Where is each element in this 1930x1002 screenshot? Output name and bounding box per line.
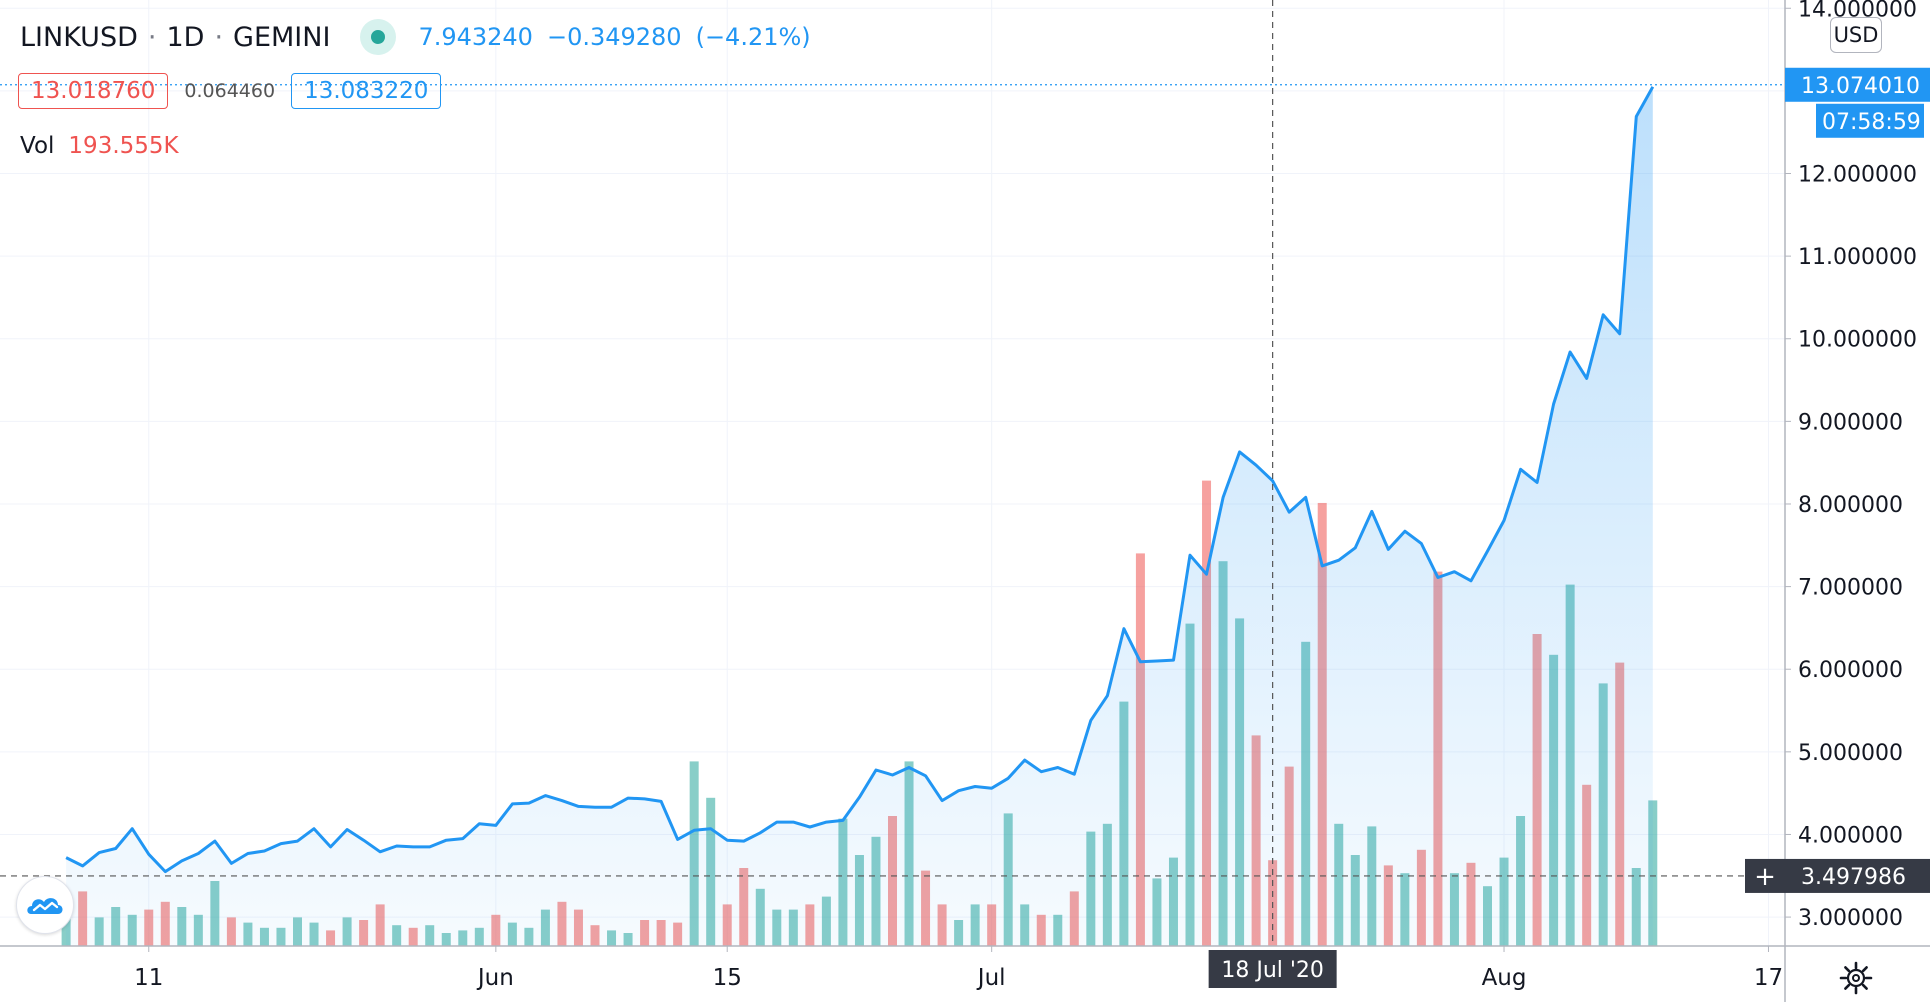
status-dot (371, 30, 386, 44)
volume-value: 193.555K (68, 133, 179, 159)
y-tick-label: 4.000000 (1798, 823, 1903, 848)
exchange-label: GEMINI (233, 21, 331, 53)
y-tick-label: 7.000000 (1798, 576, 1903, 601)
grid-lines (0, 0, 1785, 946)
price-change: −0.349280 (546, 23, 682, 51)
y-tick-label: 14.000000 (1798, 0, 1917, 22)
y-tick-label: 10.000000 (1798, 328, 1917, 353)
crosshair (0, 0, 1785, 946)
x-tick-label: 11 (134, 965, 163, 991)
y-tick-label: 5.000000 (1798, 741, 1903, 766)
crosshair-add-button (1745, 858, 1785, 893)
buy-button[interactable]: 13.083220 (291, 73, 442, 109)
sell-button[interactable]: 13.018760 (18, 73, 169, 109)
volume-label: Vol (20, 133, 55, 159)
crosshair-date-label: 18 Jul '20 (1221, 958, 1324, 983)
y-tick-label: 11.000000 (1798, 245, 1917, 270)
market-status-icon[interactable] (360, 19, 397, 55)
symbol-name[interactable]: LINKUSD (20, 21, 138, 53)
last-price: 7.943240 (418, 23, 533, 51)
y-tick-label: 8.000000 (1798, 493, 1903, 518)
countdown-label-bg (1816, 103, 1924, 138)
crosshair-price-label-bg (1785, 858, 1930, 893)
countdown-label: 07:58:59 (1822, 110, 1921, 135)
last-price-label: 13.074010 (1801, 74, 1920, 99)
gear-icon[interactable] (1838, 960, 1874, 996)
y-tick-label: 9.000000 (1798, 410, 1903, 435)
axis-labels: 3.000000 4.000000 5.000000 6.000000 7.000000… (134, 0, 1930, 991)
price-change-percent: (−4.21%) (695, 23, 811, 51)
separator: · (214, 21, 224, 53)
last-price-label-bg (1785, 67, 1930, 102)
spread-value: 0.064460 (184, 80, 276, 102)
plus-icon: + (1754, 862, 1776, 892)
crosshair-price-label: 3.497986 (1801, 865, 1906, 890)
y-tick-label: 12.000000 (1798, 163, 1917, 188)
separator: · (147, 21, 157, 53)
cloud-icon (27, 898, 63, 914)
price-line (65, 86, 1655, 874)
currency-button[interactable]: USD (1830, 17, 1882, 53)
crosshair-date-label-bg (1208, 950, 1337, 988)
interval-label[interactable]: 1D (166, 21, 205, 53)
price-area-fill (66, 86, 1653, 947)
x-tick-label: 17 (1754, 965, 1783, 991)
x-tick-label: Aug (1482, 965, 1527, 991)
x-tick-label: Jun (476, 965, 514, 991)
volume-legend: Vol 193.555K (20, 133, 179, 159)
x-tick-label: Jul (976, 965, 1006, 991)
chart-header: LINKUSD · 1D · GEMINI 7.943240 −0.349280… (20, 14, 825, 60)
y-tick-label: 3.000000 (1798, 906, 1903, 931)
x-tick-label: 15 (713, 965, 742, 991)
tradingview-logo-icon[interactable] (16, 876, 74, 934)
y-tick-label: 6.000000 (1798, 658, 1903, 683)
bid-ask-row: 13.018760 0.064460 13.083220 (18, 73, 442, 109)
